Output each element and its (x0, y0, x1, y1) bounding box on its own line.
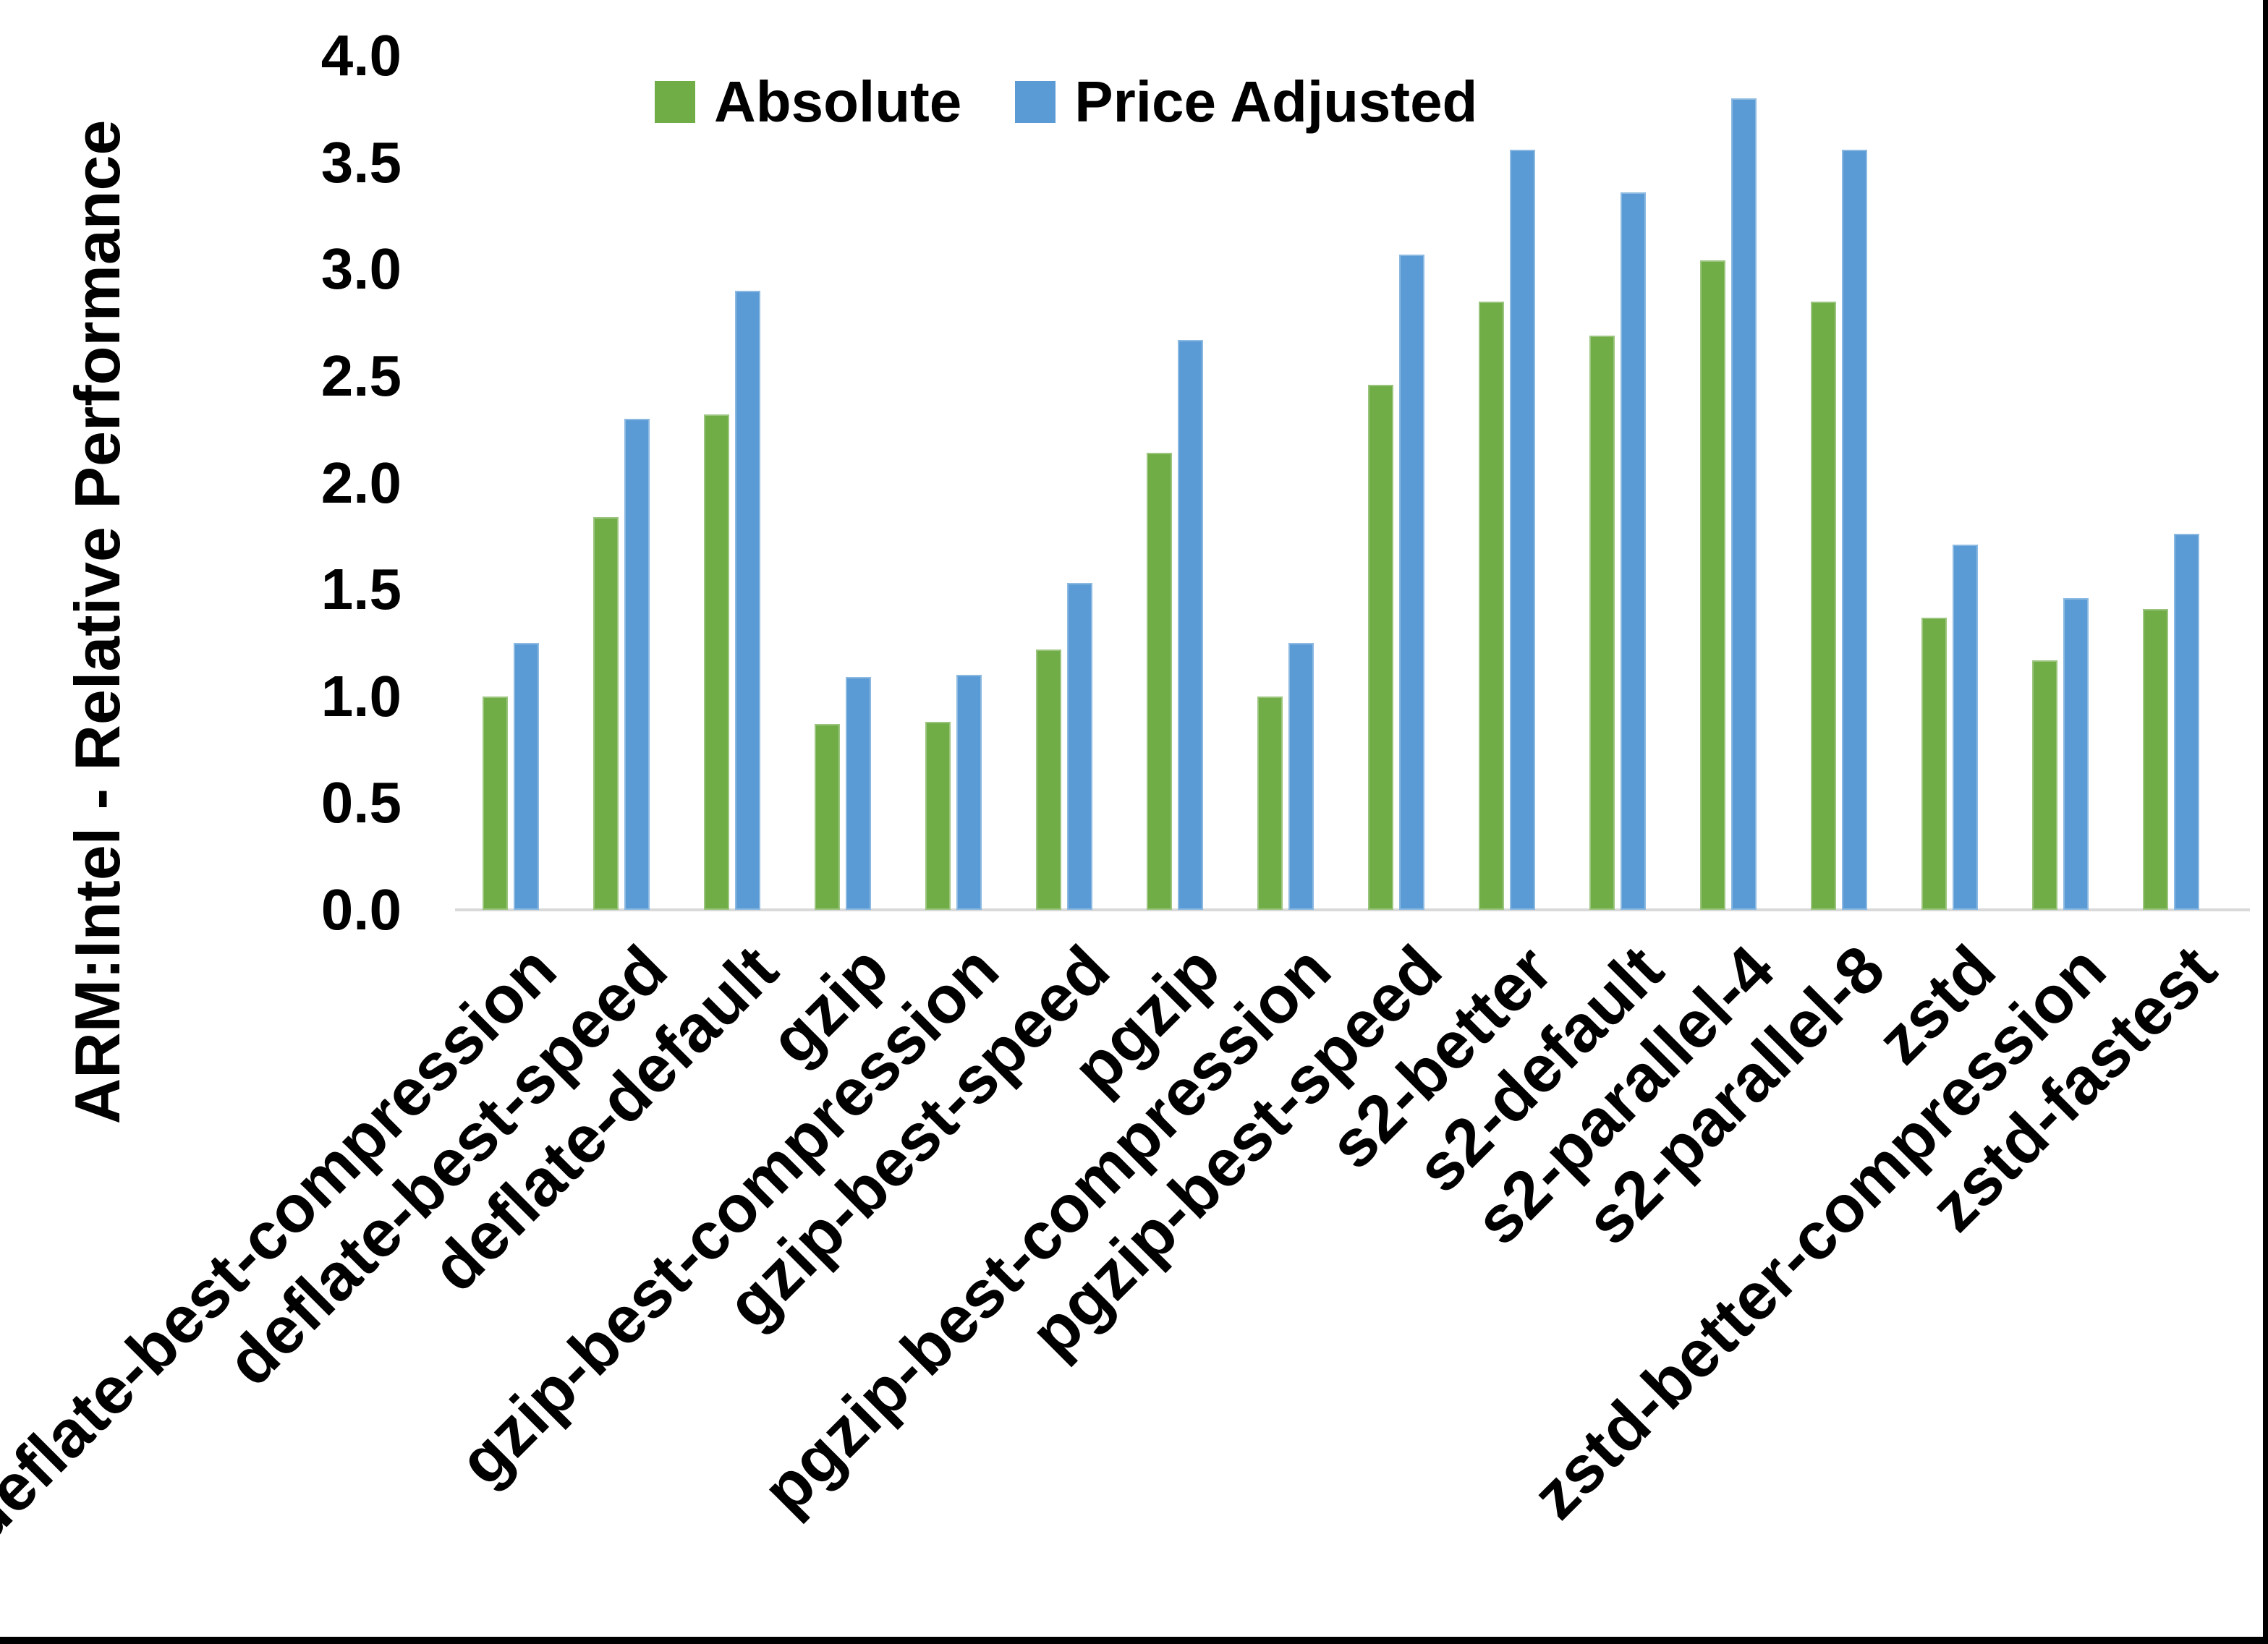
legend-label-price-adjusted: Price Adjusted (1074, 69, 1478, 134)
bar-absolute (1921, 617, 1947, 910)
y-tick-label: 3.5 (320, 129, 402, 195)
y-tick-label: 1.5 (320, 557, 402, 622)
bar-price-adjusted (1952, 545, 1978, 910)
bar-price-adjusted (2173, 534, 2199, 910)
bar-absolute (814, 724, 840, 910)
bar-price-adjusted (513, 642, 539, 910)
bar-price-adjusted (2063, 597, 2089, 910)
legend-swatch-price-adjusted-icon (1015, 81, 1056, 123)
window-edge-right (2263, 0, 2268, 1644)
y-axis-title: ARM:Intel - Relative Performance (61, 119, 133, 1125)
legend: Absolute Price Adjusted (655, 69, 1477, 135)
bar-absolute (482, 696, 508, 910)
bar-absolute (1367, 384, 1393, 910)
bar-absolute (1035, 649, 1061, 910)
bar-price-adjusted (845, 677, 871, 910)
y-tick-label: 2.5 (320, 343, 402, 408)
bar-price-adjusted (1509, 149, 1535, 910)
x-axis-line (455, 908, 2250, 911)
legend-label-absolute: Absolute (714, 69, 962, 134)
legend-swatch-absolute-icon (655, 81, 695, 123)
y-tick-label: 0.0 (320, 877, 402, 942)
y-tick-label: 2.0 (320, 450, 402, 515)
bar-absolute (1478, 301, 1504, 910)
bar-price-adjusted (1730, 98, 1757, 910)
bar-price-adjusted (1177, 339, 1203, 910)
bar-price-adjusted (1841, 149, 1867, 910)
y-tick-label: 0.5 (320, 770, 402, 835)
bar-price-adjusted (734, 290, 760, 910)
bar-absolute (703, 414, 729, 910)
y-tick-label: 4.0 (320, 23, 402, 88)
bar-absolute (925, 722, 951, 910)
y-tick-label: 1.0 (320, 663, 402, 728)
bar-absolute (1589, 335, 1615, 910)
legend-item-absolute: Absolute (655, 69, 961, 135)
bar-absolute (1699, 260, 1725, 910)
legend-item-price-adjusted: Price Adjusted (1015, 69, 1477, 135)
bar-price-adjusted (1398, 254, 1424, 910)
bar-absolute (1257, 696, 1283, 910)
bar-price-adjusted (956, 675, 982, 910)
y-tick-label: 3.0 (320, 237, 402, 302)
bar-absolute (2142, 608, 2168, 910)
bar-price-adjusted (1288, 642, 1314, 910)
bar-absolute (1810, 301, 1836, 910)
bar-absolute (1146, 453, 1172, 910)
bar-price-adjusted (1620, 192, 1646, 910)
bar-absolute (2031, 660, 2057, 910)
bar-absolute (593, 516, 619, 910)
window-edge-bottom (0, 1637, 2268, 1644)
bar-price-adjusted (1066, 583, 1092, 910)
bar-price-adjusted (624, 418, 650, 910)
